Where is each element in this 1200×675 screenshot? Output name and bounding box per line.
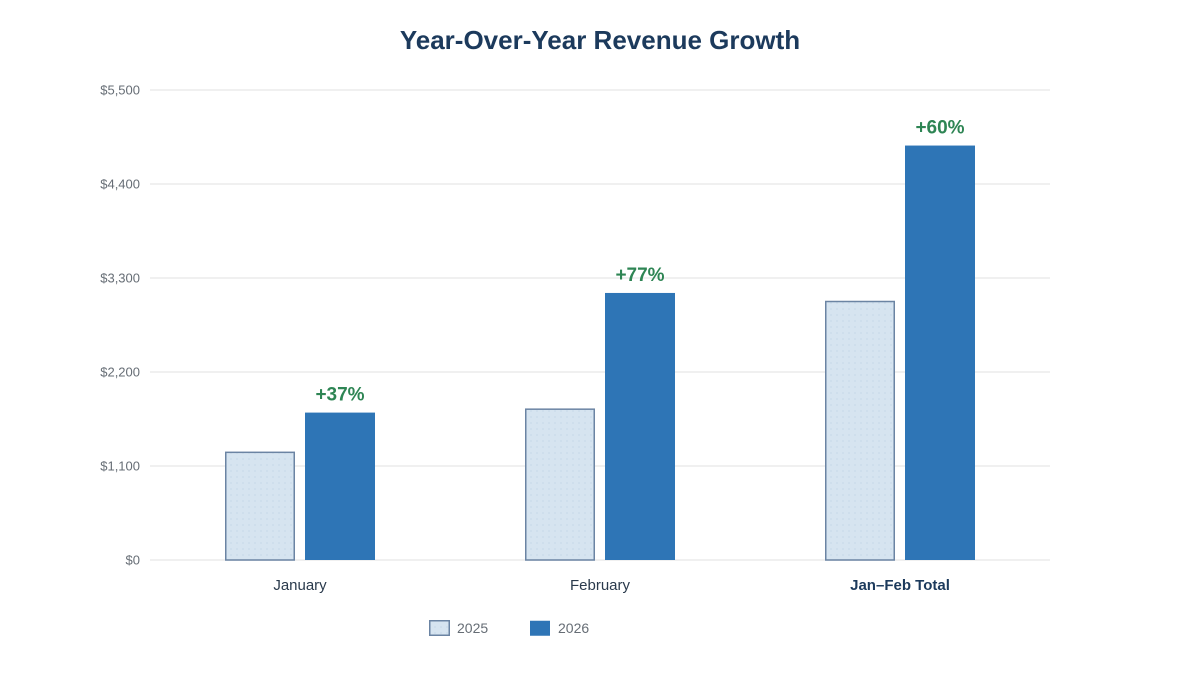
bars [225,145,975,561]
chart-title: Year-Over-Year Revenue Growth [400,25,800,55]
bar-2025-1[interactable] [525,408,595,561]
growth-label: +37% [315,385,364,406]
y-axis: $0 $1,100 $2,200 $3,300 $4,400 $5,500 [100,83,140,568]
legend-label: 2026 [558,620,589,636]
bar-2026-0[interactable] [305,412,375,560]
x-tick-label: February [570,577,631,594]
y-tick-label: $1,100 [100,459,140,474]
bar-2026-1[interactable] [605,292,675,560]
x-tick-label: Jan–Feb Total [850,577,950,594]
bar-2025-2[interactable] [825,300,895,561]
growth-labels: +37% +77% +60% [315,118,964,406]
bar-2025-0[interactable] [225,451,295,561]
growth-label: +77% [615,265,664,286]
y-tick-label: $4,400 [100,177,140,192]
legend-label: 2025 [457,620,488,636]
x-axis: January February Jan–Feb Total [273,577,950,594]
y-tick-label: $0 [126,553,140,568]
y-tick-label: $5,500 [100,83,140,98]
bar-2026-2[interactable] [905,145,975,560]
legend-swatch-2025 [429,620,450,636]
growth-label: +60% [915,118,964,139]
legend-swatch-2026 [530,620,550,636]
y-tick-label: $2,200 [100,365,140,380]
gridlines [150,89,1050,561]
y-tick-label: $3,300 [100,271,140,286]
x-tick-label: January [273,577,327,594]
legend: 2025 2026 [429,620,589,636]
